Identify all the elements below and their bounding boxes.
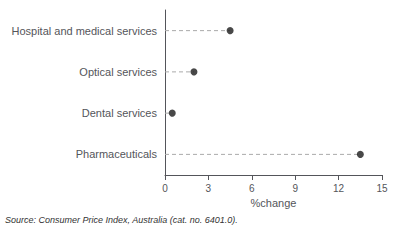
svg-text:3: 3	[206, 183, 212, 194]
svg-text:Source: Consumer Price Index,: Source: Consumer Price Index, Australia …	[5, 215, 238, 225]
svg-text:Pharmaceuticals: Pharmaceuticals	[76, 148, 158, 160]
svg-text:12: 12	[333, 183, 345, 194]
svg-text:0: 0	[162, 183, 168, 194]
svg-text:Dental services: Dental services	[82, 107, 158, 119]
svg-text:Optical services: Optical services	[79, 66, 157, 78]
svg-text:9: 9	[292, 183, 298, 194]
svg-text:15: 15	[376, 183, 388, 194]
svg-text:6: 6	[249, 183, 255, 194]
svg-text:Hospital and medical services: Hospital and medical services	[11, 25, 157, 37]
svg-text:%change: %change	[251, 197, 297, 209]
